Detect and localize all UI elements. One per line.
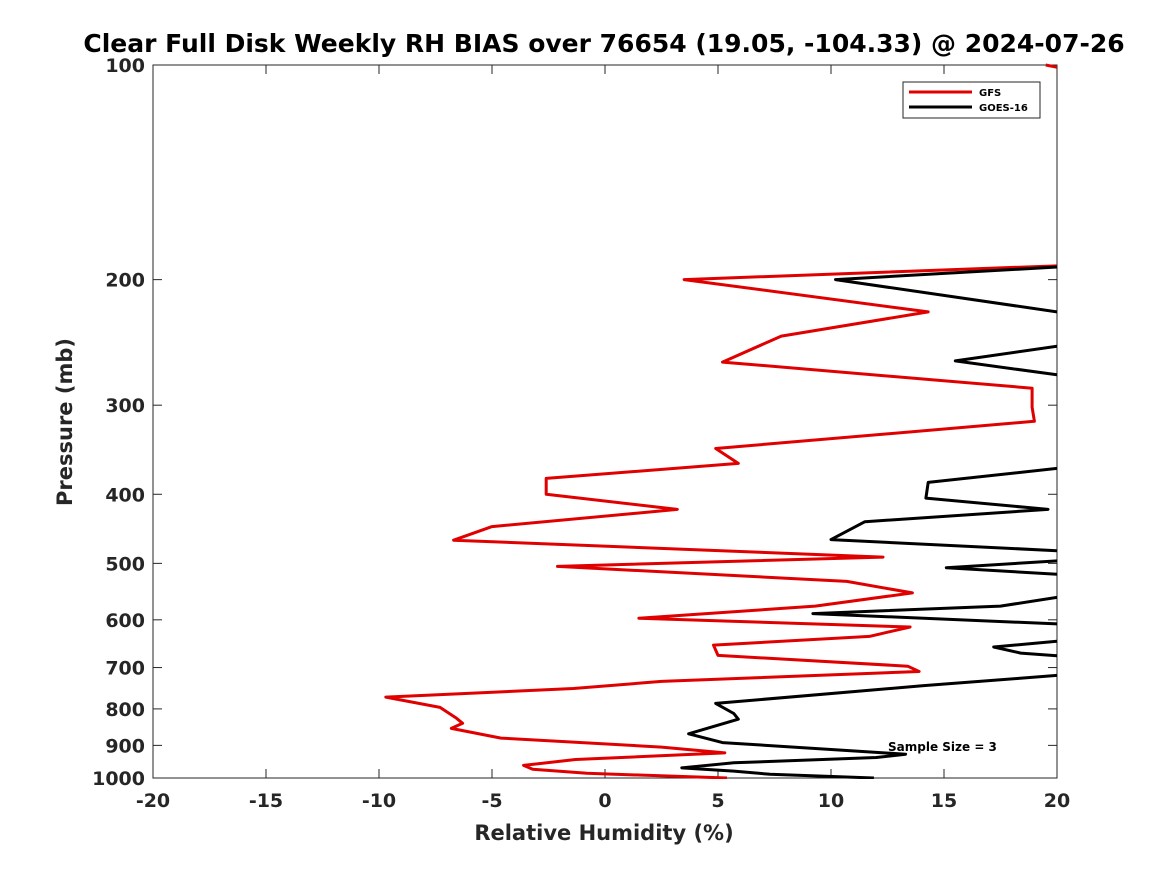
- y-tick-label: 500: [105, 553, 145, 575]
- series-line-goes16-2: [829, 466, 1057, 553]
- legend-label-gfs: GFS: [979, 88, 1001, 99]
- x-tick-label: 20: [1044, 790, 1070, 812]
- x-tick-label: -15: [249, 790, 283, 812]
- y-tick-label: 100: [105, 55, 145, 77]
- x-tick-label: 5: [711, 790, 724, 812]
- y-axis-label: Pressure (mb): [53, 338, 77, 506]
- series-line-goes16-1: [953, 344, 1057, 377]
- y-tick-label: 300: [105, 395, 145, 417]
- y-tick-label: 900: [105, 735, 145, 757]
- legend-box: [902, 81, 1041, 119]
- legend-label-goes16: GOES-16: [979, 103, 1028, 114]
- series-line-goes16-4: [811, 595, 1057, 626]
- x-tick-label: -5: [481, 790, 502, 812]
- series-line-goes16-0: [834, 265, 1057, 314]
- y-axis: 100 200 300 400 500 600 700 800 900 1000: [92, 55, 1057, 790]
- x-tick-label: -20: [136, 790, 170, 812]
- series-layer: [384, 63, 1057, 779]
- sample-size-annotation: Sample Size = 3: [888, 740, 997, 754]
- y-tick-label: 1000: [92, 768, 145, 790]
- x-tick-label: 15: [931, 790, 957, 812]
- x-tick-label: -10: [362, 790, 396, 812]
- series-line-goes16-3: [944, 559, 1057, 576]
- series-line-goes16-6: [680, 673, 1057, 779]
- chart-title: Clear Full Disk Weekly RH BIAS over 7665…: [83, 29, 1124, 58]
- y-tick-label: 600: [105, 610, 145, 632]
- y-tick-label: 800: [105, 699, 145, 721]
- series-line-goes16-5: [992, 639, 1057, 658]
- x-tick-label: 0: [598, 790, 611, 812]
- legend: GFS GOES-16: [902, 81, 1041, 119]
- x-axis-label: Relative Humidity (%): [474, 821, 733, 845]
- y-tick-label: 400: [105, 484, 145, 506]
- y-tick-label: 200: [105, 270, 145, 292]
- plot-area: [152, 64, 1058, 779]
- y-tick-label: 700: [105, 658, 145, 680]
- x-axis: -20 -15 -10 -5 0 5 10 15 20: [136, 65, 1070, 812]
- series-line-gfs-0: [384, 63, 1057, 779]
- x-tick-label: 10: [818, 790, 844, 812]
